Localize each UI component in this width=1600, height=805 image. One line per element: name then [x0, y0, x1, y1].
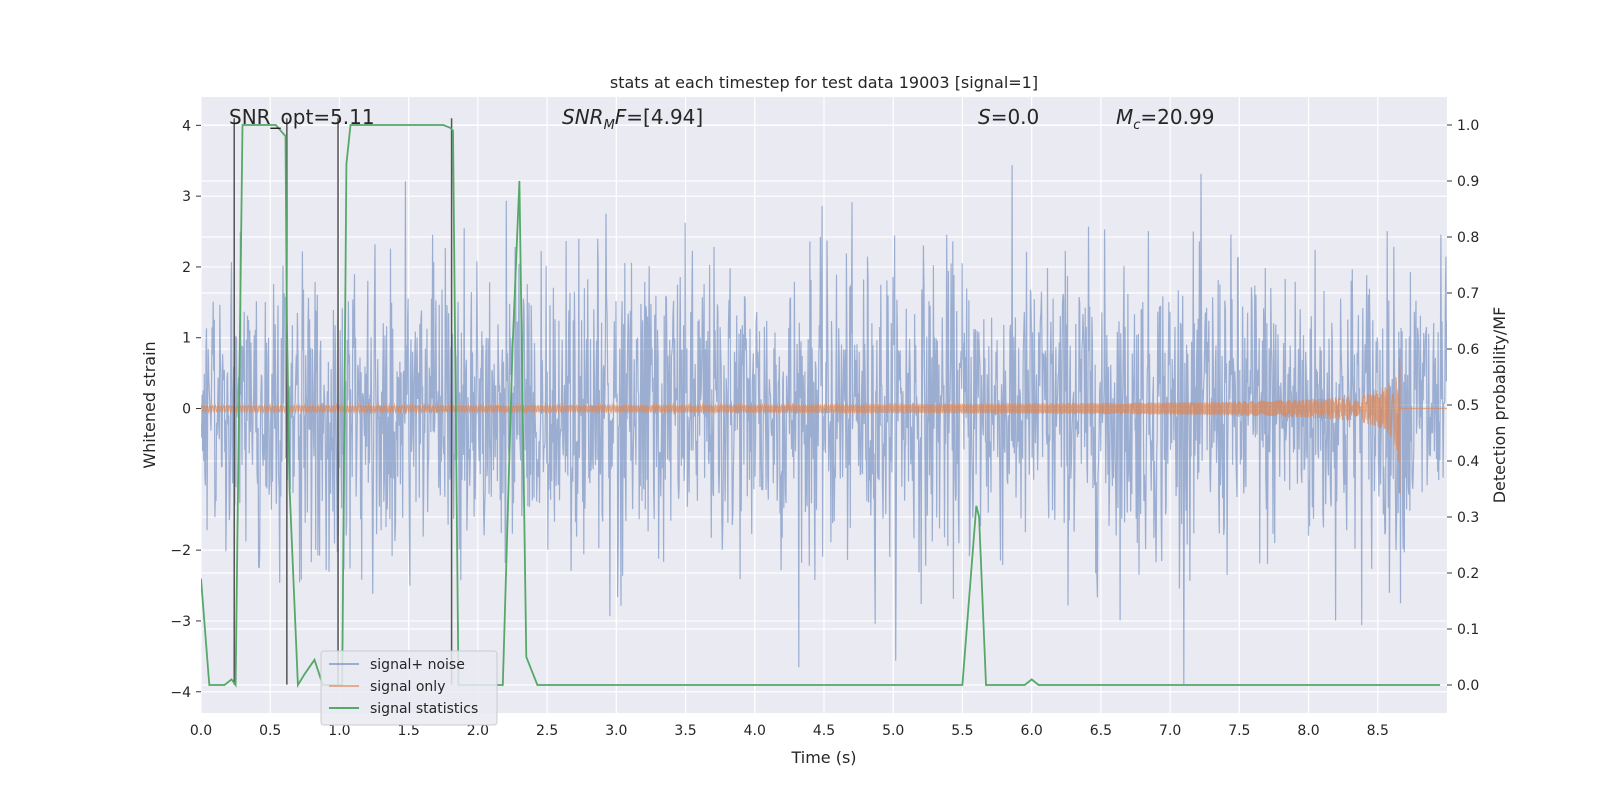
legend-box [320, 650, 498, 726]
x-tick-label: 4.5 [813, 723, 835, 739]
y-tick-labels: 4 3 2 1 0 −2 −3 −4 [170, 118, 201, 701]
annotation-snr-mf-rest-italic: F [615, 105, 627, 129]
y-right-tick-label: 0.0 [1457, 678, 1479, 694]
noise-line [201, 165, 1447, 685]
y-right-tick-label: 0.9 [1457, 174, 1479, 190]
y-right-tick-label: 0.2 [1457, 566, 1479, 582]
y-tick-label: 0 [182, 402, 191, 418]
annotation-mc-rest: =20.99 [1140, 105, 1214, 129]
annotation-s-rest: =0.0 [991, 105, 1040, 129]
y-right-tick-label: 1.0 [1457, 118, 1479, 134]
plot-area [201, 118, 1447, 688]
legend-label-signal-only: signal only [370, 679, 445, 695]
legend-label-signal-statistics: signal statistics [370, 701, 478, 717]
y-right-tick-label: 0.8 [1457, 230, 1479, 246]
annotation-mc: Mc=20.99 [1116, 105, 1214, 133]
y-right-tick-label: 0.6 [1457, 342, 1479, 358]
annotation-mc-var: M [1116, 105, 1133, 129]
x-tick-label: 0.5 [259, 723, 281, 739]
annotation-snr-mf-rest: =[4.94] [626, 105, 703, 129]
legend-label-signal-noise: signal+ noise [370, 657, 465, 673]
y-right-tick-label: 0.3 [1457, 510, 1479, 526]
y-tick-label: −3 [170, 614, 191, 630]
x-tick-label: 6.5 [1090, 723, 1112, 739]
x-tick-label: 3.5 [674, 723, 696, 739]
y-right-tick-label: 0.1 [1457, 622, 1479, 638]
y-tick-label: 1 [182, 331, 191, 347]
x-tick-label: 2.0 [467, 723, 489, 739]
x-tick-label: 1.0 [328, 723, 350, 739]
x-tick-label: 0.0 [190, 723, 212, 739]
y-right-tick-label: 0.7 [1457, 286, 1479, 302]
annotation-mc-sub: c [1133, 118, 1140, 133]
x-tick-label: 7.0 [1159, 723, 1181, 739]
chart-title: stats at each timestep for test data 190… [610, 73, 1038, 92]
annotation-snr-mf: SNRMF=[4.94] [562, 105, 703, 133]
annotation-snr-mf-sub: M [604, 118, 615, 133]
y-tick-label: −2 [170, 543, 191, 559]
y-tick-label: 3 [182, 189, 191, 205]
y-axis-label: Whitened strain [140, 341, 159, 468]
y-tick-label: −4 [170, 685, 191, 701]
annotation-snr-mf-main: SNR [562, 105, 604, 129]
signal-line [201, 358, 1447, 494]
annotation-s-var: S [978, 105, 991, 129]
x-tick-labels: 0.0 0.5 1.0 1.5 2.0 2.5 3.0 3.5 4.0 4.5 5.0 5.5 6.0 6… [190, 723, 1389, 739]
series-signal-noise [201, 165, 1447, 685]
y-right-tick-labels: 1.0 0.9 0.8 0.7 0.6 0.5 0.4 0.3 0.2 0.1 0.0 [1447, 118, 1479, 694]
x-tick-label: 5.0 [882, 723, 904, 739]
x-tick-label: 7.5 [1228, 723, 1250, 739]
legend: signal+ noise signal only signal statist… [320, 650, 498, 726]
x-tick-label: 4.0 [744, 723, 766, 739]
series-signal-only [201, 358, 1447, 494]
x-tick-label: 1.5 [398, 723, 420, 739]
series-signal-statistics [201, 124, 1441, 688]
x-tick-label: 8.5 [1367, 723, 1389, 739]
y-right-axis-label: Detection probability/MF [1490, 307, 1509, 504]
annotation-s: S=0.0 [978, 105, 1039, 129]
annotation-snr-opt: SNR_opt=5.11 [229, 105, 375, 129]
y-right-tick-label: 0.5 [1457, 398, 1479, 414]
y-tick-label: 4 [182, 118, 191, 134]
y-tick-label: 2 [182, 260, 191, 276]
x-tick-label: 5.5 [951, 723, 973, 739]
y-right-tick-label: 0.4 [1457, 454, 1479, 470]
x-tick-label: 6.0 [1021, 723, 1043, 739]
x-tick-label: 2.5 [536, 723, 558, 739]
x-axis-label: Time (s) [790, 748, 856, 767]
stats-line [201, 124, 1441, 688]
x-tick-label: 3.0 [605, 723, 627, 739]
x-tick-label: 8.0 [1297, 723, 1319, 739]
